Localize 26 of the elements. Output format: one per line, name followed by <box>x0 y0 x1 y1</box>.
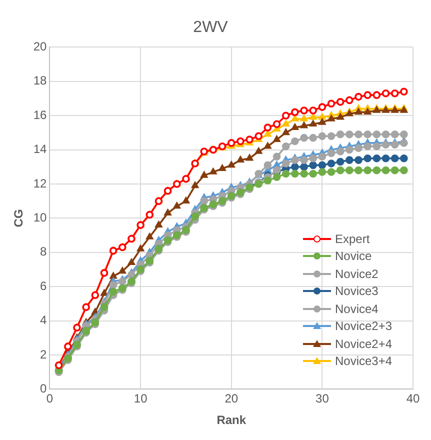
y-tick-label: 12 <box>33 176 48 190</box>
legend-label: Novice2 <box>335 266 378 281</box>
y-tick-label: 8 <box>40 244 48 259</box>
legend-label: Novice4 <box>335 302 378 316</box>
y-tick-label: 18 <box>33 74 48 88</box>
legend-label: Novice2+4 <box>335 336 392 351</box>
y-tick-label: 10 <box>33 210 48 225</box>
chart-title: 2WV <box>193 19 228 36</box>
legend-label: Novice2+3 <box>335 319 392 334</box>
y-tick-label: 0 <box>40 382 48 396</box>
y-tick-label: 4 <box>40 313 48 328</box>
legend-label: Novice3 <box>335 284 378 298</box>
x-tick-label: 20 <box>224 392 238 406</box>
y-tick-label: 16 <box>33 108 48 122</box>
x-tick-label: 10 <box>134 392 148 406</box>
y-tick-label: 2 <box>40 347 48 362</box>
y-axis-title: CG <box>12 209 26 228</box>
x-tick-label: 40 <box>406 392 420 406</box>
y-tick-label: 20 <box>33 40 48 54</box>
x-axis-title: Rank <box>216 413 246 428</box>
legend-label: Novice <box>335 249 372 264</box>
y-tick-label: 14 <box>33 142 48 156</box>
x-tick-label: 30 <box>316 392 330 406</box>
legend-label: Expert <box>335 232 370 246</box>
y-tick-label: 6 <box>40 278 48 293</box>
legend-label: Novice3+4 <box>335 354 392 368</box>
